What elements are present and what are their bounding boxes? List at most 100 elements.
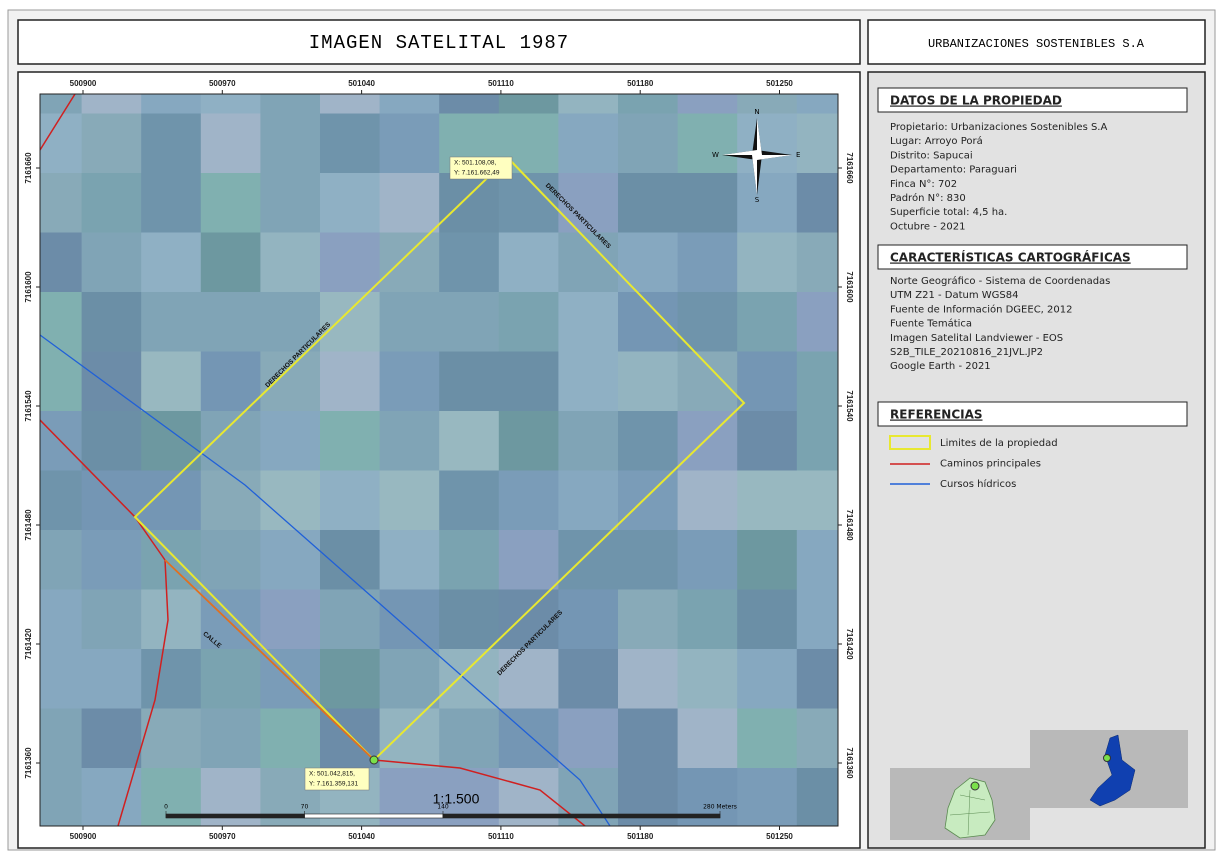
image-pixel xyxy=(141,470,202,531)
image-pixel xyxy=(81,113,142,174)
image-pixel xyxy=(737,589,798,650)
image-pixel xyxy=(40,113,82,174)
callout-text: Y: 7.161.662,49 xyxy=(454,170,500,177)
image-pixel xyxy=(200,708,261,769)
image-pixel xyxy=(200,470,261,531)
x-coord-label: 500970 xyxy=(209,832,236,841)
image-pixel xyxy=(498,411,559,471)
y-coord-label: 7161420 xyxy=(24,628,33,660)
image-pixel xyxy=(379,768,440,826)
image-pixel xyxy=(498,292,559,352)
image-pixel xyxy=(737,411,798,471)
x-coord-label: 501180 xyxy=(627,832,654,841)
image-pixel xyxy=(618,94,678,114)
image-pixel xyxy=(618,411,678,471)
image-pixel xyxy=(498,649,559,709)
image-pixel xyxy=(618,232,678,293)
image-pixel xyxy=(260,411,321,471)
y-coord-label: 7161660 xyxy=(845,152,854,184)
image-pixel xyxy=(141,649,202,709)
image-pixel xyxy=(498,351,559,412)
image-pixel xyxy=(677,292,738,352)
image-pixel xyxy=(141,768,202,826)
title-box xyxy=(17,19,861,65)
image-pixel xyxy=(40,173,82,233)
image-pixel xyxy=(320,232,380,293)
image-pixel xyxy=(40,232,82,293)
image-pixel xyxy=(320,649,380,709)
callout-text: Y: 7.161.359,131 xyxy=(309,781,359,788)
image-pixel xyxy=(320,94,380,114)
section-heading: REFERENCIAS xyxy=(890,408,983,422)
image-pixel xyxy=(618,351,678,412)
image-pixel xyxy=(200,113,261,174)
y-coord-label: 7161540 xyxy=(24,390,33,422)
image-pixel xyxy=(677,530,738,590)
image-pixel xyxy=(40,530,82,590)
x-coord-label: 500900 xyxy=(70,832,97,841)
image-pixel xyxy=(200,292,261,352)
map-neatline xyxy=(39,93,839,827)
image-pixel xyxy=(200,411,261,471)
image-pixel xyxy=(498,530,559,590)
x-coord-label: 501110 xyxy=(488,79,514,88)
image-pixel xyxy=(81,232,142,293)
image-pixel xyxy=(379,173,440,233)
image-pixel xyxy=(796,292,838,352)
image-pixel xyxy=(200,768,261,826)
image-pixel xyxy=(81,530,142,590)
image-pixel xyxy=(439,292,500,352)
image-pixel xyxy=(379,708,440,769)
scale-label: 280 Meters xyxy=(703,804,737,811)
image-pixel xyxy=(737,113,798,174)
image-pixel xyxy=(796,589,838,650)
image-pixel xyxy=(141,589,202,650)
y-coord-label: 7161600 xyxy=(845,271,854,303)
scale-label: 140 xyxy=(437,804,449,811)
image-pixel xyxy=(320,292,380,352)
callout-box xyxy=(304,767,370,791)
image-pixel xyxy=(81,94,142,114)
info-line: Padrón N°: 830 xyxy=(890,192,966,204)
y-coord-label: 7161420 xyxy=(845,628,854,660)
info-line: Fuente Temática xyxy=(890,318,972,330)
image-pixel xyxy=(558,94,619,114)
road xyxy=(40,94,76,151)
image-pixel xyxy=(618,768,678,826)
image-pixel xyxy=(677,470,738,531)
x-coord-label: 501180 xyxy=(627,79,654,88)
image-pixel xyxy=(200,94,261,114)
image-pixel xyxy=(618,530,678,590)
image-pixel xyxy=(439,351,500,412)
image-pixel xyxy=(439,94,500,114)
info-line: Departamento: Paraguari xyxy=(890,165,1017,176)
image-pixel xyxy=(498,173,559,233)
scale-segment xyxy=(304,813,444,819)
image-pixel xyxy=(558,649,619,709)
section-heading: CARACTERÍSTICAS CARTOGRÁFICAS xyxy=(890,250,1131,265)
image-pixel xyxy=(796,351,838,412)
y-coord-label: 7161480 xyxy=(24,509,33,541)
legend-label: Limites de la propiedad xyxy=(940,438,1058,449)
image-pixel xyxy=(260,351,321,412)
image-pixel xyxy=(677,232,738,293)
section-heading: DATOS DE LA PROPIEDAD xyxy=(890,94,1062,108)
image-pixel xyxy=(677,173,738,233)
image-pixel xyxy=(439,470,500,531)
compass-letter: E xyxy=(796,151,800,159)
image-pixel xyxy=(737,708,798,769)
image-pixel xyxy=(81,411,142,471)
info-line: Norte Geográfico - Sistema de Coordenada… xyxy=(890,275,1110,287)
image-pixel xyxy=(40,589,82,650)
image-pixel xyxy=(439,411,500,471)
image-pixel xyxy=(40,768,82,826)
image-pixel xyxy=(737,768,798,826)
info-line: S2B_TILE_20210816_21JVL.JP2 xyxy=(890,347,1043,358)
image-pixel xyxy=(677,351,738,412)
image-pixel xyxy=(141,113,202,174)
image-pixel xyxy=(796,470,838,531)
company: URBANIZACIONES SOSTENIBLES S.A xyxy=(928,37,1145,51)
image-pixel xyxy=(141,411,202,471)
image-pixel xyxy=(796,232,838,293)
